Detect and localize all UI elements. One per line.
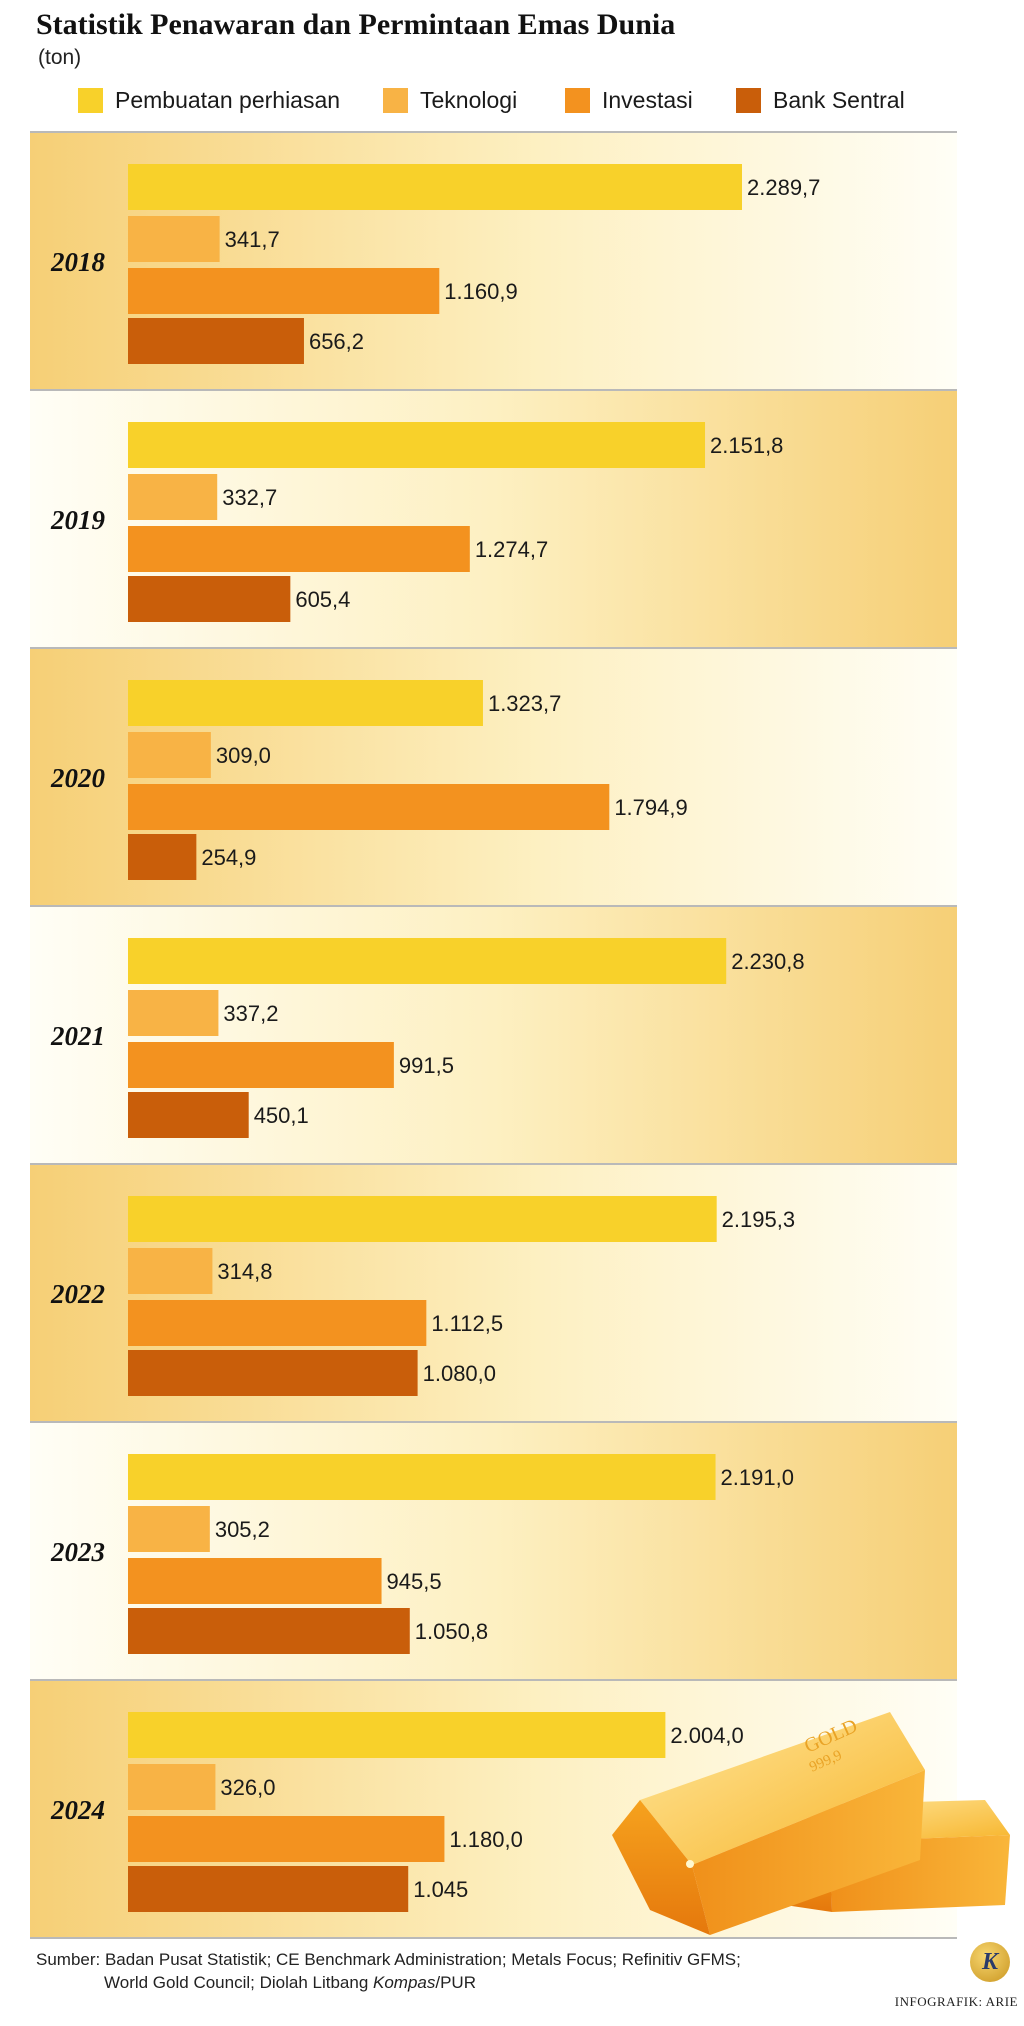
data-label: 2.289,7 [747, 175, 820, 200]
data-label: 1.323,7 [488, 691, 561, 716]
year-group: 2020 1.323,7 309,0 1.794,9 254,9 [30, 647, 957, 906]
year-group: 2018 2.289,7 341,7 1.160,9 656,2 [30, 131, 957, 390]
data-label: 254,9 [201, 845, 256, 870]
legend-item: Bank Sentral [736, 82, 905, 118]
bar-pembuatan-perhiasan [128, 1712, 666, 1758]
sparkle-icon [686, 1860, 694, 1868]
bar-chart: 2018 2.289,7 341,7 1.160,9 656,2 2019 2.151,8 3… [30, 131, 1010, 1939]
bar-pembuatan-perhiasan [128, 938, 727, 984]
year-group: 2022 2.195,3 314,8 1.112,5 1.080,0 [30, 1163, 957, 1422]
data-label: 2.230,8 [731, 949, 804, 974]
bar-bank-sentral [128, 1608, 410, 1654]
legend-label: Investasi [602, 86, 693, 113]
bar-pembuatan-perhiasan [128, 422, 706, 468]
data-label: 341,7 [225, 227, 280, 252]
legend-swatch [383, 87, 408, 113]
bar-bank-sentral [128, 576, 291, 622]
data-label: 1.274,7 [475, 537, 548, 562]
gold-bar-front-face [692, 1770, 925, 1935]
year-label: 2021 [50, 1021, 105, 1051]
legend-label: Pembuatan perhiasan [115, 86, 341, 113]
bar-pembuatan-perhiasan [128, 164, 742, 210]
source-note: Sumber: Badan Pusat Statistik; CE Benchm… [36, 1948, 796, 1994]
data-label: 1.050,8 [415, 1619, 488, 1644]
legend-item: Investasi [565, 82, 693, 118]
legend-item: Pembuatan perhiasan [78, 82, 340, 118]
year-label: 2022 [50, 1279, 105, 1309]
bar-investasi [128, 526, 470, 572]
source-line-1: Sumber: Badan Pusat Statistik; CE Benchm… [36, 1950, 741, 1969]
bar-pembuatan-perhiasan [128, 680, 483, 726]
kompas-logo: K [970, 1942, 1010, 1982]
bar-investasi [128, 784, 610, 830]
data-label: 1.112,5 [431, 1311, 503, 1336]
legend-swatch [736, 87, 761, 113]
year-label: 2023 [50, 1537, 105, 1567]
data-label: 309,0 [216, 743, 271, 768]
data-label: 991,5 [399, 1053, 454, 1078]
data-label: 2.195,3 [722, 1207, 795, 1232]
data-label: 1.160,9 [444, 279, 517, 304]
year-label: 2020 [50, 763, 106, 793]
chart-legend: Pembuatan perhiasan Teknologi Investasi Ban… [0, 82, 1024, 118]
data-label: 2.004,0 [670, 1723, 743, 1748]
bar-investasi [128, 268, 440, 314]
year-group: 2021 2.230,8 337,2 991,5 450,1 [30, 905, 957, 1164]
data-label: 332,7 [222, 485, 277, 510]
bar-investasi [128, 1558, 382, 1604]
bar-bank-sentral [128, 1350, 418, 1396]
data-label: 2.191,0 [721, 1465, 794, 1490]
bar-pembuatan-perhiasan [128, 1454, 716, 1500]
bar-teknologi [128, 1764, 216, 1810]
bar-bank-sentral [128, 1866, 409, 1912]
gold-bar-front-top [640, 1712, 925, 1865]
legend-swatch [78, 87, 103, 113]
year-group: 2023 2.191,0 305,2 945,5 1.050,8 [30, 1421, 957, 1680]
bar-pembuatan-perhiasan [128, 1196, 717, 1242]
bar-bank-sentral [128, 318, 304, 364]
bar-investasi [128, 1300, 427, 1346]
data-label: 1.080,0 [423, 1361, 496, 1386]
year-label: 2019 [50, 505, 106, 535]
data-label: 945,5 [387, 1569, 442, 1594]
data-label: 305,2 [215, 1517, 270, 1542]
bar-investasi [128, 1042, 394, 1088]
bar-teknologi [128, 474, 218, 520]
year-label: 2024 [50, 1795, 105, 1825]
data-label: 2.151,8 [710, 433, 783, 458]
year-group: 2019 2.151,8 332,7 1.274,7 605,4 [30, 389, 957, 648]
data-label: 1.794,9 [614, 795, 687, 820]
data-label: 656,2 [309, 329, 364, 354]
chart-title: Statistik Penawaran dan Permintaan Emas … [36, 8, 676, 41]
legend-item: Teknologi [383, 82, 517, 118]
gold-bars-illustration: GOLD 999,9 [612, 1712, 1010, 1935]
bar-teknologi [128, 990, 219, 1036]
gold-bar-front-side [612, 1800, 710, 1935]
bar-teknologi [128, 1506, 210, 1552]
data-label: 314,8 [217, 1259, 272, 1284]
data-label: 326,0 [220, 1775, 275, 1800]
legend-swatch [565, 87, 590, 113]
bar-investasi [128, 1816, 445, 1862]
year-label: 2018 [50, 247, 106, 277]
bar-teknologi [128, 1248, 213, 1294]
data-label: 450,1 [254, 1103, 309, 1128]
legend-label: Bank Sentral [773, 86, 905, 113]
source-line-2: World Gold Council; Diolah Litbang Kompa… [104, 1973, 476, 1992]
bar-bank-sentral [128, 1092, 249, 1138]
data-label: 337,2 [223, 1001, 278, 1026]
data-label: 605,4 [295, 587, 350, 612]
bar-bank-sentral [128, 834, 197, 880]
data-label: 1.045 [413, 1877, 468, 1902]
chart-unit: (ton) [38, 46, 82, 69]
infographic-credit: INFOGRAFIK: ARIE [894, 1994, 1018, 2009]
legend-label: Teknologi [420, 86, 518, 113]
data-label: 1.180,0 [449, 1827, 522, 1852]
bar-teknologi [128, 732, 211, 778]
bar-teknologi [128, 216, 220, 262]
